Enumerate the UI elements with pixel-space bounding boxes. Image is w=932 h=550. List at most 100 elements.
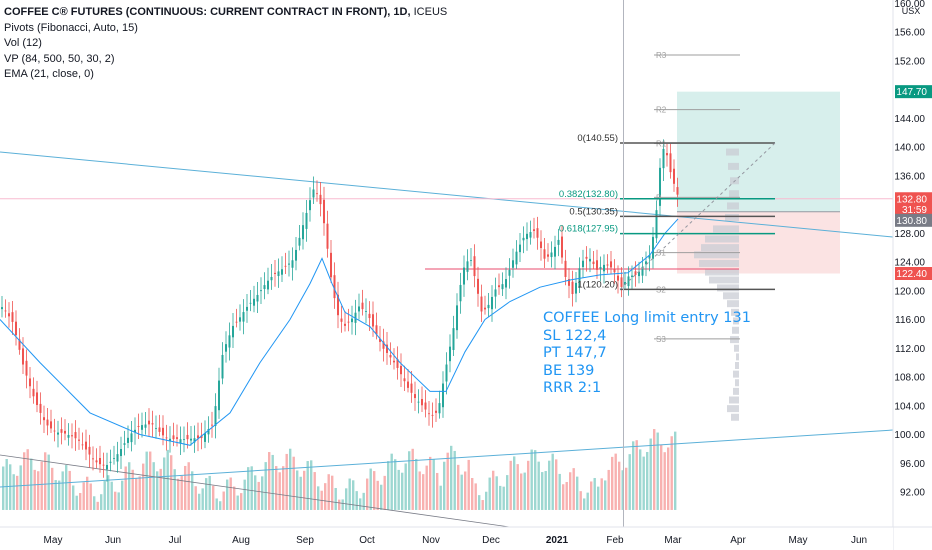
candle-body [232, 325, 234, 338]
volume-bar [670, 436, 673, 510]
time-tick: May [789, 535, 808, 546]
volume-bar [310, 460, 313, 510]
candle-body [624, 282, 626, 285]
candle-body [382, 341, 385, 349]
symbol-title[interactable]: COFFEE C® FUTURES (CONTINUOUS: CURRENT C… [4, 6, 448, 18]
volume-bar [369, 468, 372, 510]
candle-body [207, 429, 210, 435]
candle-body [113, 458, 115, 459]
candle-body [190, 438, 192, 441]
volume-bar [432, 459, 435, 510]
price-tag-label: 31:59 [902, 205, 927, 216]
candle-body [4, 310, 7, 312]
price-tag [895, 203, 932, 217]
candle-body [116, 454, 119, 462]
indicator-pivots[interactable]: Pivots (Fibonacci, Auto, 15) [4, 21, 138, 34]
candle-body [435, 410, 437, 413]
volume-bar [387, 461, 390, 510]
volume-profile-row [733, 387, 739, 395]
note-line-entry: COFFEE Long limit entry 131 [543, 310, 751, 326]
volume-bar [331, 475, 334, 510]
candle-body [421, 398, 423, 406]
candle-body [204, 433, 206, 442]
indicator-ema[interactable]: EMA (21, close, 0) [4, 68, 94, 80]
candle-body [673, 168, 675, 184]
volume-bar [408, 451, 411, 510]
volume-bar [124, 466, 127, 510]
volume-bar [590, 481, 593, 510]
price-tag [895, 85, 932, 99]
target-zone [677, 91, 840, 212]
candle-body [99, 457, 101, 465]
volume-bar [541, 472, 544, 510]
volume-bar [618, 461, 621, 510]
candle-body [641, 266, 644, 276]
candle-body [263, 285, 266, 290]
volume-bar [296, 470, 299, 510]
volume-bar [401, 472, 404, 510]
trade-plan-note[interactable]: COFFEE Long limit entry 131 SL 122,4 PT … [543, 310, 751, 398]
volume-bar [313, 472, 316, 510]
volume-profile-row [730, 336, 739, 344]
pivot-label-s3: S3 [656, 335, 666, 344]
volume-bar [555, 459, 558, 510]
volume-bar [117, 492, 120, 510]
time-tick: Oct [359, 535, 375, 546]
volume-bar [37, 471, 40, 510]
currency-label: USX [902, 6, 921, 16]
volume-bar [303, 470, 306, 510]
candle-body [32, 388, 35, 397]
volume-bar [271, 454, 274, 510]
volume-bar [250, 466, 253, 510]
volume-bar [215, 498, 218, 510]
volume-profile-row [726, 148, 739, 156]
volume-bar [187, 462, 190, 510]
volume-bar [520, 473, 523, 510]
volume-bar [82, 482, 85, 510]
volume-bar [247, 467, 250, 510]
candle-body [449, 346, 451, 362]
volume-bar [593, 477, 596, 510]
candle-body [214, 406, 217, 426]
volume-bar [523, 472, 526, 510]
candle-body [519, 244, 521, 253]
volume-bar [254, 475, 257, 510]
candle-body [403, 378, 406, 382]
candle-body [130, 433, 133, 443]
candle-body [393, 360, 395, 363]
candle-body [337, 294, 339, 316]
volume-bar [334, 487, 337, 510]
volume-bar [327, 474, 330, 510]
price-tick: 92.00 [900, 488, 925, 499]
volume-bar [453, 450, 456, 510]
volume-bar [509, 460, 512, 510]
volume-bar [394, 459, 397, 510]
candle-body [302, 225, 304, 240]
candle-body [67, 434, 70, 438]
candle-body [169, 438, 171, 441]
volume-bar [579, 491, 582, 510]
candle-body [176, 437, 178, 439]
volume-bar [348, 478, 351, 510]
volume-bar [485, 491, 488, 510]
candle-body [291, 260, 294, 268]
candle-body [386, 344, 388, 353]
indicator-volume-profile[interactable]: VP (84, 500, 50, 30, 2) [4, 52, 115, 65]
volume-bar [75, 495, 78, 510]
candle-body [158, 427, 161, 432]
candle-body [431, 414, 434, 416]
candle-body [536, 228, 539, 238]
candle-body [662, 148, 665, 169]
volume-bar [488, 477, 491, 510]
candle-body [648, 255, 651, 259]
candle-body [351, 318, 353, 323]
volume-profile-row [699, 259, 739, 267]
indicator-volume[interactable]: Vol (12) [4, 37, 42, 49]
fib-label: 0.382(132.80) [559, 189, 618, 200]
volume-bar [656, 432, 659, 510]
volume-bar [292, 456, 295, 510]
candle-body [134, 429, 136, 433]
volume-bar [324, 483, 327, 510]
volume-bar [9, 464, 12, 510]
